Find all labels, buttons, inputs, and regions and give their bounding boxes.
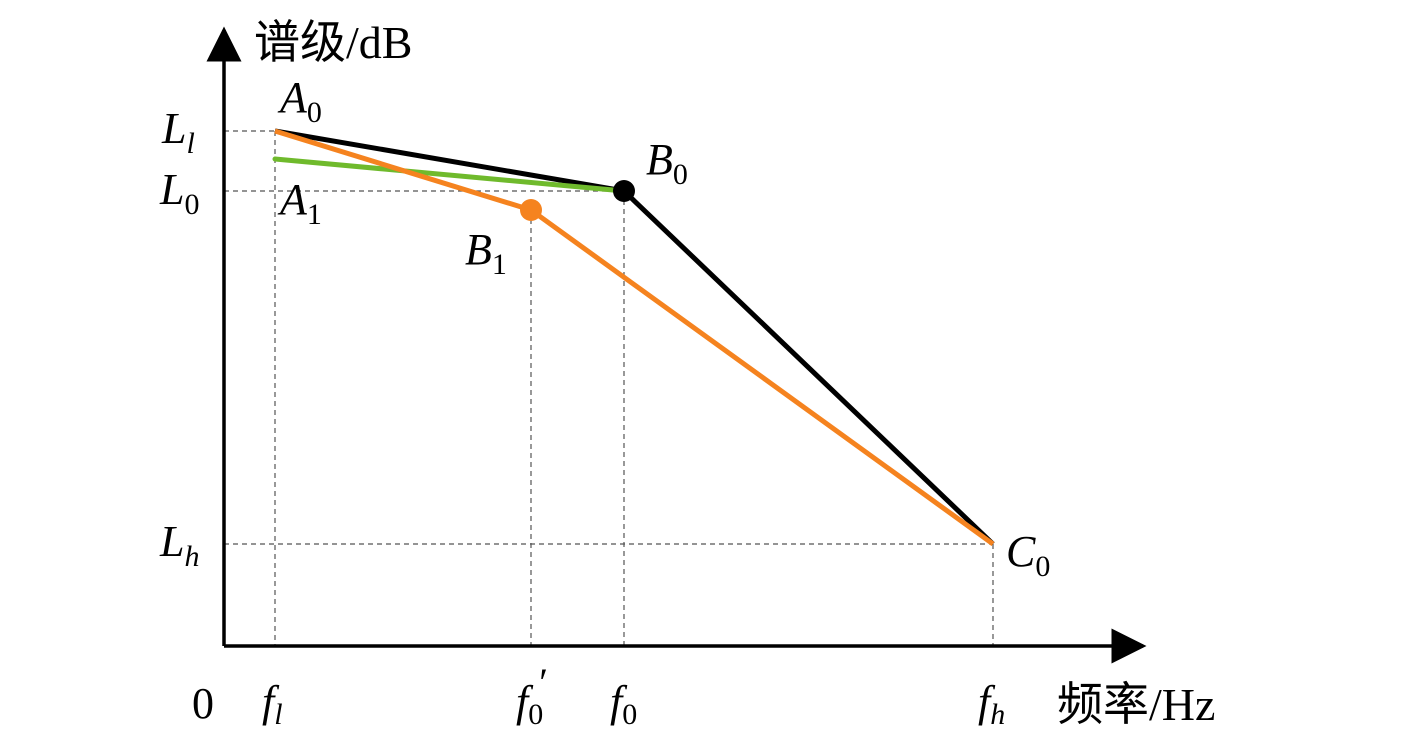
- point-B1-marker: [520, 199, 542, 221]
- label-B1: B1: [465, 225, 507, 281]
- label-B0: B0: [646, 135, 688, 191]
- y-axis-title: 谱级/dB: [254, 17, 412, 68]
- origin-label: 0: [192, 679, 214, 728]
- point-B0-marker: [613, 180, 635, 202]
- x-tick-fl: fl: [262, 677, 283, 731]
- x-axis-title: 频率/Hz: [1057, 679, 1215, 730]
- x-tick-f0: f0: [610, 677, 637, 731]
- label-A1: A1: [277, 175, 322, 231]
- y-tick-Ll: Ll: [161, 104, 195, 160]
- label-C0: C0: [1006, 527, 1050, 583]
- green-line: [272, 156, 627, 194]
- y-tick-L0: L0: [159, 165, 199, 221]
- x-tick-f0-prime: f0′: [516, 660, 548, 731]
- y-tick-Lh: Lh: [159, 517, 199, 573]
- label-A0: A0: [277, 73, 322, 129]
- x-tick-fh: fh: [978, 677, 1005, 731]
